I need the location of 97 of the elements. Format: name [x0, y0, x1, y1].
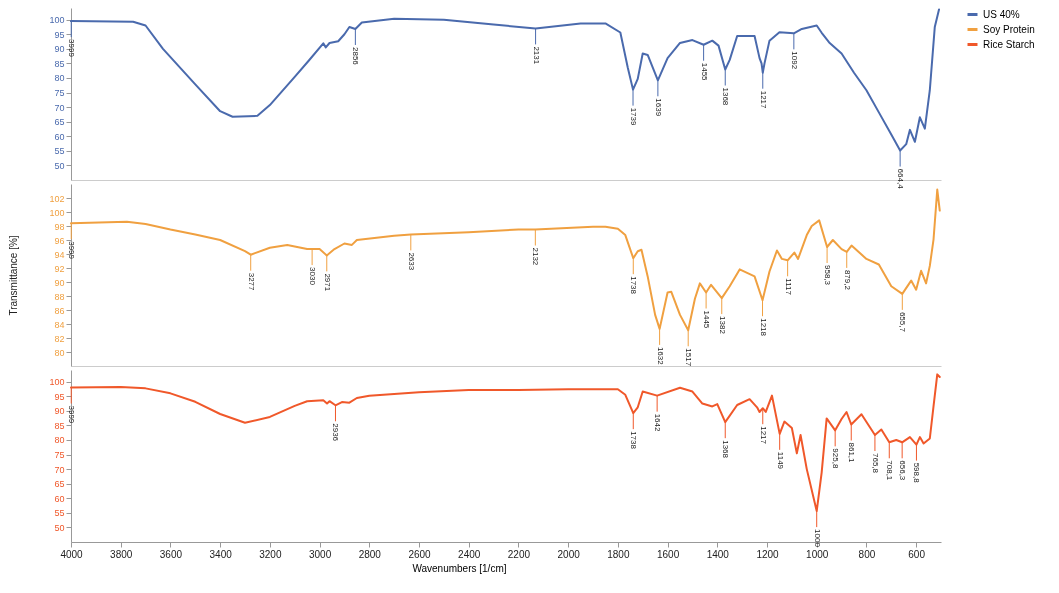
- annotation: 765,8: [870, 453, 880, 474]
- y-tick-label: 60: [54, 131, 65, 142]
- y-tick-label: 75: [54, 450, 65, 461]
- x-tick-label: 2200: [507, 548, 531, 560]
- annotation: 2971: [322, 273, 332, 292]
- annotation: 2633: [406, 252, 416, 271]
- x-tick-label: 600: [908, 548, 926, 560]
- annotation: 1117: [783, 278, 793, 296]
- annotation: 1149: [775, 451, 785, 470]
- y-tick-label: 60: [54, 493, 65, 504]
- y-tick-label: 75: [54, 88, 65, 99]
- annotation: 655,7: [898, 311, 908, 333]
- annotation: 1738: [629, 276, 639, 295]
- x-tick-label: 800: [858, 548, 876, 560]
- y-axis-title: Transmittance [%]: [8, 235, 20, 316]
- annotation: 2936: [331, 423, 341, 442]
- x-tick-label: 2400: [458, 548, 481, 560]
- annotation: 1368: [721, 440, 731, 459]
- annotation: 3999: [67, 39, 77, 58]
- legend-label: Rice Starch: [983, 38, 1035, 50]
- annotation: 2131: [531, 46, 541, 65]
- annotation: 1455: [699, 62, 709, 82]
- x-tick-label: 1200: [756, 548, 780, 560]
- annotation: 1642: [653, 413, 663, 432]
- y-tick-label: 96: [54, 235, 65, 246]
- y-tick-label: 82: [54, 333, 65, 344]
- y-tick-label: 84: [54, 319, 65, 330]
- annotation: 708,1: [885, 460, 895, 481]
- y-tick-label: 102: [49, 193, 65, 204]
- legend-label: Soy Protein: [983, 23, 1035, 35]
- annotation: 1092: [789, 51, 799, 70]
- x-tick-label: 2800: [358, 548, 382, 560]
- legend-label: US 40%: [983, 8, 1020, 20]
- annotation: 1218: [758, 318, 768, 337]
- y-tick-label: 55: [54, 508, 65, 519]
- x-tick-label: 1400: [706, 548, 730, 560]
- y-tick-label: 98: [54, 221, 65, 232]
- annotation: 656,3: [898, 460, 908, 481]
- y-tick-label: 95: [54, 29, 65, 40]
- annotation: 925,8: [831, 448, 841, 469]
- y-tick-label: 90: [54, 44, 65, 55]
- x-axis-title: Wavenumbers [1/cm]: [412, 562, 507, 574]
- annotation: 1217: [758, 426, 768, 445]
- annotation: 1368: [721, 87, 731, 106]
- y-tick-label: 80: [54, 73, 65, 84]
- y-tick-label: 85: [54, 58, 65, 69]
- x-tick-label: 2600: [408, 548, 432, 560]
- annotation: 598,8: [912, 462, 922, 484]
- annotation: 3030: [308, 267, 318, 286]
- x-tick-label: 1600: [656, 548, 680, 560]
- x-tick-label: 3000: [308, 548, 332, 560]
- y-tick-label: 65: [54, 479, 65, 490]
- annotation: 3999: [67, 241, 77, 260]
- annotation: 861,1: [847, 442, 857, 464]
- annotation: 664,4: [896, 168, 906, 190]
- annotation: 1382: [717, 316, 727, 335]
- x-tick-label: 4000: [60, 548, 84, 560]
- y-tick-label: 90: [54, 406, 65, 417]
- x-tick-label: 1800: [607, 548, 630, 560]
- annotation: 2132: [531, 247, 541, 266]
- annotation: 1000: [812, 529, 822, 548]
- annotation: 1632: [655, 346, 665, 366]
- y-tick-label: 55: [54, 146, 65, 157]
- y-tick-label: 70: [54, 464, 65, 475]
- y-tick-label: 65: [54, 117, 65, 128]
- x-tick-label: 3400: [209, 548, 233, 560]
- annotation: 1217: [758, 90, 768, 110]
- y-tick-label: 80: [54, 347, 65, 358]
- y-tick-label: 80: [54, 435, 65, 446]
- y-tick-label: 100: [49, 15, 65, 26]
- y-tick-label: 70: [54, 102, 65, 113]
- annotation: 879,2: [842, 269, 852, 291]
- annotation: 1445: [702, 310, 712, 329]
- annotation: 2856: [351, 46, 361, 66]
- x-tick-label: 3200: [259, 548, 282, 560]
- annotation: 958,3: [823, 265, 833, 286]
- x-tick-label: 3600: [159, 548, 183, 560]
- y-tick-label: 92: [54, 263, 65, 274]
- annotation: 1739: [629, 107, 639, 126]
- y-tick-label: 94: [54, 249, 65, 260]
- y-tick-label: 100: [49, 377, 65, 388]
- x-tick-label: 3800: [110, 548, 133, 560]
- y-tick-label: 100: [49, 207, 65, 218]
- y-tick-label: 95: [54, 391, 65, 402]
- annotation: 1517: [684, 348, 694, 367]
- annotation: 1738: [629, 431, 639, 450]
- annotation: 3277: [246, 272, 256, 292]
- y-tick-label: 88: [54, 291, 65, 302]
- x-tick-label: 2000: [557, 548, 581, 560]
- y-tick-label: 90: [54, 277, 65, 288]
- y-tick-label: 86: [54, 305, 65, 316]
- y-tick-label: 50: [54, 160, 65, 171]
- x-tick-label: 1000: [806, 548, 829, 560]
- y-tick-label: 85: [54, 420, 65, 431]
- y-tick-label: 50: [54, 522, 65, 533]
- annotation: 3999: [67, 405, 77, 424]
- annotation: 1639: [653, 98, 663, 117]
